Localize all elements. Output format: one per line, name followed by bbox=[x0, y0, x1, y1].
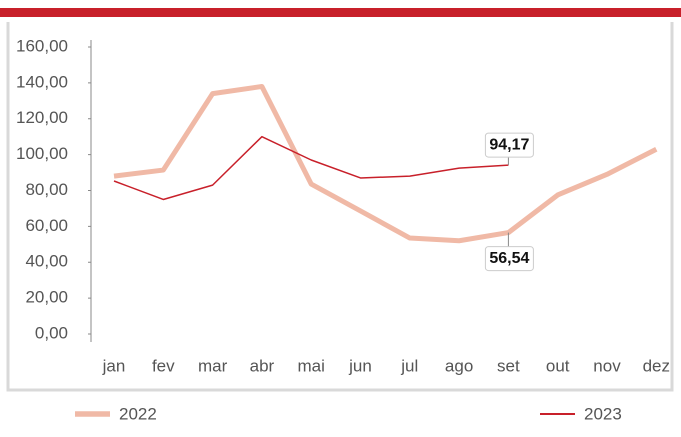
y-tick-label: 0,00 bbox=[35, 323, 68, 342]
x-tick-label: mai bbox=[297, 356, 324, 375]
legend-label: 2023 bbox=[584, 404, 622, 423]
x-tick-label: out bbox=[546, 356, 570, 375]
x-tick-label: set bbox=[497, 356, 520, 375]
frame bbox=[6, 22, 674, 392]
x-tick-label: mar bbox=[198, 356, 228, 375]
x-tick-label: jan bbox=[102, 356, 126, 375]
y-tick-label: 160,00 bbox=[16, 36, 68, 55]
y-tick-label: 80,00 bbox=[25, 180, 68, 199]
label-box bbox=[484, 132, 534, 158]
y-tick-label: 140,00 bbox=[16, 72, 68, 91]
data-label: 94,17 bbox=[489, 136, 529, 153]
x-tick-label: jun bbox=[348, 356, 372, 375]
header-bar bbox=[0, 8, 681, 17]
x-tick-label: dez bbox=[643, 356, 670, 375]
x-tick-label: ago bbox=[445, 356, 473, 375]
y-tick-label: 40,00 bbox=[25, 252, 68, 271]
x-tick-label: jul bbox=[400, 356, 418, 375]
legend-label: 2022 bbox=[119, 404, 157, 423]
data-label: 56,54 bbox=[489, 250, 529, 267]
x-tick-label: abr bbox=[250, 356, 275, 375]
series-line bbox=[113, 135, 509, 201]
y-tick-label: 120,00 bbox=[16, 108, 68, 127]
y-tick-label: 60,00 bbox=[25, 216, 68, 235]
y-tick-label: 100,00 bbox=[16, 144, 68, 163]
x-tick-label: fev bbox=[152, 356, 175, 375]
label-box bbox=[484, 246, 534, 272]
x-tick-label: nov bbox=[593, 356, 621, 375]
y-tick-label: 20,00 bbox=[25, 288, 68, 307]
series-line bbox=[113, 83, 658, 244]
